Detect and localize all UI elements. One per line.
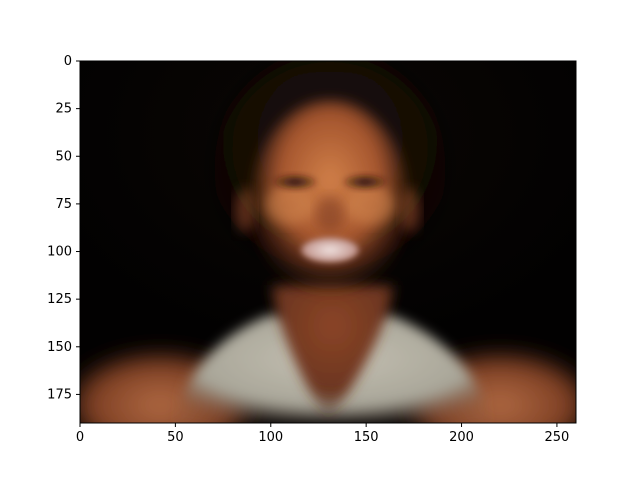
x-tick-label: 200 [449,430,474,445]
x-tick-label: 50 [167,430,184,445]
x-tick-label: 100 [258,430,283,445]
y-tick-label: 50 [55,149,72,164]
y-tick-label: 125 [47,292,72,307]
left-eye [273,174,317,190]
y-tick-label: 25 [55,102,72,117]
x-tick-label: 0 [76,430,84,445]
right-eye [343,174,387,190]
x-tick-label: 150 [354,430,379,445]
left-cheek [265,185,315,225]
left-ear [235,188,255,232]
y-tick-label: 150 [47,340,72,355]
image-raster [80,61,576,423]
right-ear [400,188,420,232]
y-tick-label: 100 [47,245,72,260]
x-tick-label: 250 [545,430,570,445]
y-tick-label: 75 [55,197,72,212]
mouth [300,237,360,263]
right-cheek [345,185,395,225]
y-axis: 0 25 50 75 100 125 150 175 [47,54,80,402]
x-axis: 0 50 100 150 200 250 [76,423,569,445]
y-tick-label: 175 [47,387,72,402]
neck [270,285,395,420]
axes-frame [79,60,577,424]
y-tick-label: 0 [64,54,72,69]
nose [316,196,344,232]
